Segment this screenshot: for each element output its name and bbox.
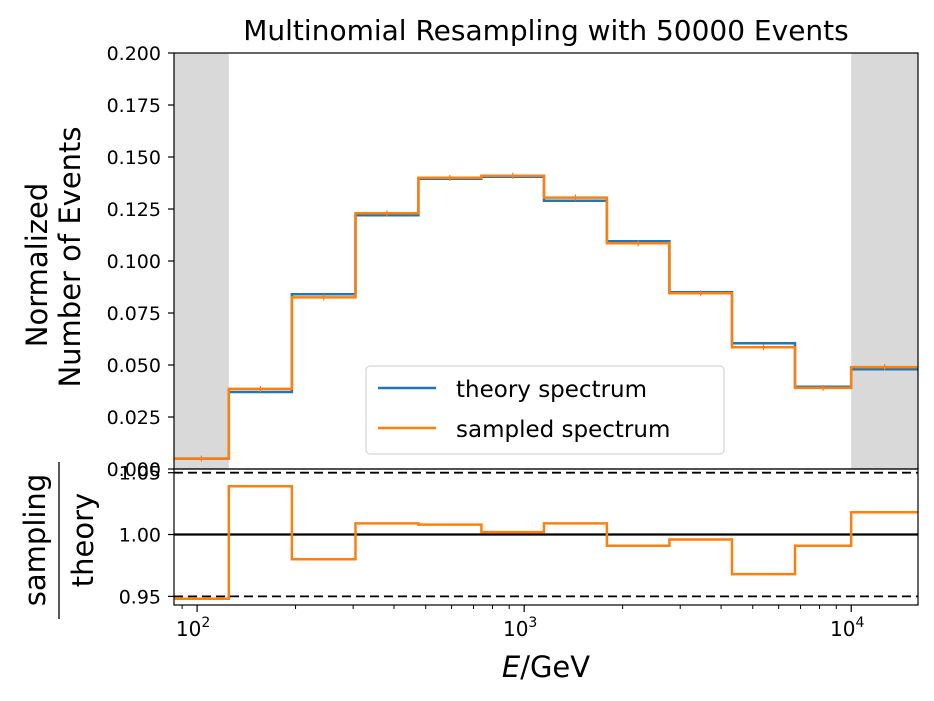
x-tick-exp-1: 3 xyxy=(528,615,537,631)
main-ytick-label-2: 0.050 xyxy=(107,355,161,377)
shaded-region-1 xyxy=(851,53,918,469)
ratio-series-line-0 xyxy=(174,485,918,601)
x-tick-label-2: 104 xyxy=(830,615,864,641)
legend: theory spectrum sampled spectrum xyxy=(365,365,725,455)
main-ytick-label-6: 0.150 xyxy=(107,147,161,169)
main-ytick-label-1: 0.025 xyxy=(107,407,161,429)
main-ylabel-line1: Normalized xyxy=(20,183,54,347)
chart-title: Multinomial Resampling with 50000 Events xyxy=(243,14,849,47)
ratio-ytick-label-1: 1.00 xyxy=(119,525,161,547)
ratio-ylabel-denominator: theory xyxy=(66,493,100,587)
x-tick-base-2: 10 xyxy=(830,617,855,641)
legend-box xyxy=(365,365,725,455)
x-axis-label: E/GeV xyxy=(502,650,590,684)
main-ytick-label-3: 0.075 xyxy=(107,303,161,325)
main-ytick-label-7: 0.175 xyxy=(107,95,161,117)
main-ytick-label-4: 0.100 xyxy=(107,251,161,273)
main-ytick-label-5: 0.125 xyxy=(107,199,161,221)
x-axis-label-unit: /GeV xyxy=(520,650,590,684)
x-tick-label-0: 102 xyxy=(176,615,210,641)
ratio-ytick-label-2: 1.05 xyxy=(119,463,161,485)
ratio-plot: 0.951.001.05 102 103 104 sampling theory E… xyxy=(18,462,919,684)
x-axis-label-var: E xyxy=(502,650,521,684)
shaded-region-0 xyxy=(174,53,229,469)
x-tick-exp-0: 2 xyxy=(201,615,210,631)
main-ylabel-line2: Number of Events xyxy=(53,126,87,387)
x-tick-label-1: 103 xyxy=(503,615,537,641)
main-ytick-label-8: 0.200 xyxy=(107,43,161,65)
main-ytick-label-0: 0.000 xyxy=(107,459,161,481)
ratio-ylabel-numerator: sampling xyxy=(18,474,52,606)
legend-label-sampled: sampled spectrum xyxy=(456,417,670,443)
legend-label-theory: theory spectrum xyxy=(456,377,647,403)
main-plot: 0.000 0.025 0.050 0.075 0.100 0.125 0.150 0.175… xyxy=(20,43,919,481)
x-tick-base-0: 10 xyxy=(176,617,201,641)
series-line-1 xyxy=(174,174,918,460)
ratio-ytick-label-0: 0.95 xyxy=(119,586,161,608)
x-tick-exp-2: 4 xyxy=(856,615,865,631)
x-tick-base-1: 10 xyxy=(503,617,528,641)
ratio-plot-frame xyxy=(173,468,919,606)
